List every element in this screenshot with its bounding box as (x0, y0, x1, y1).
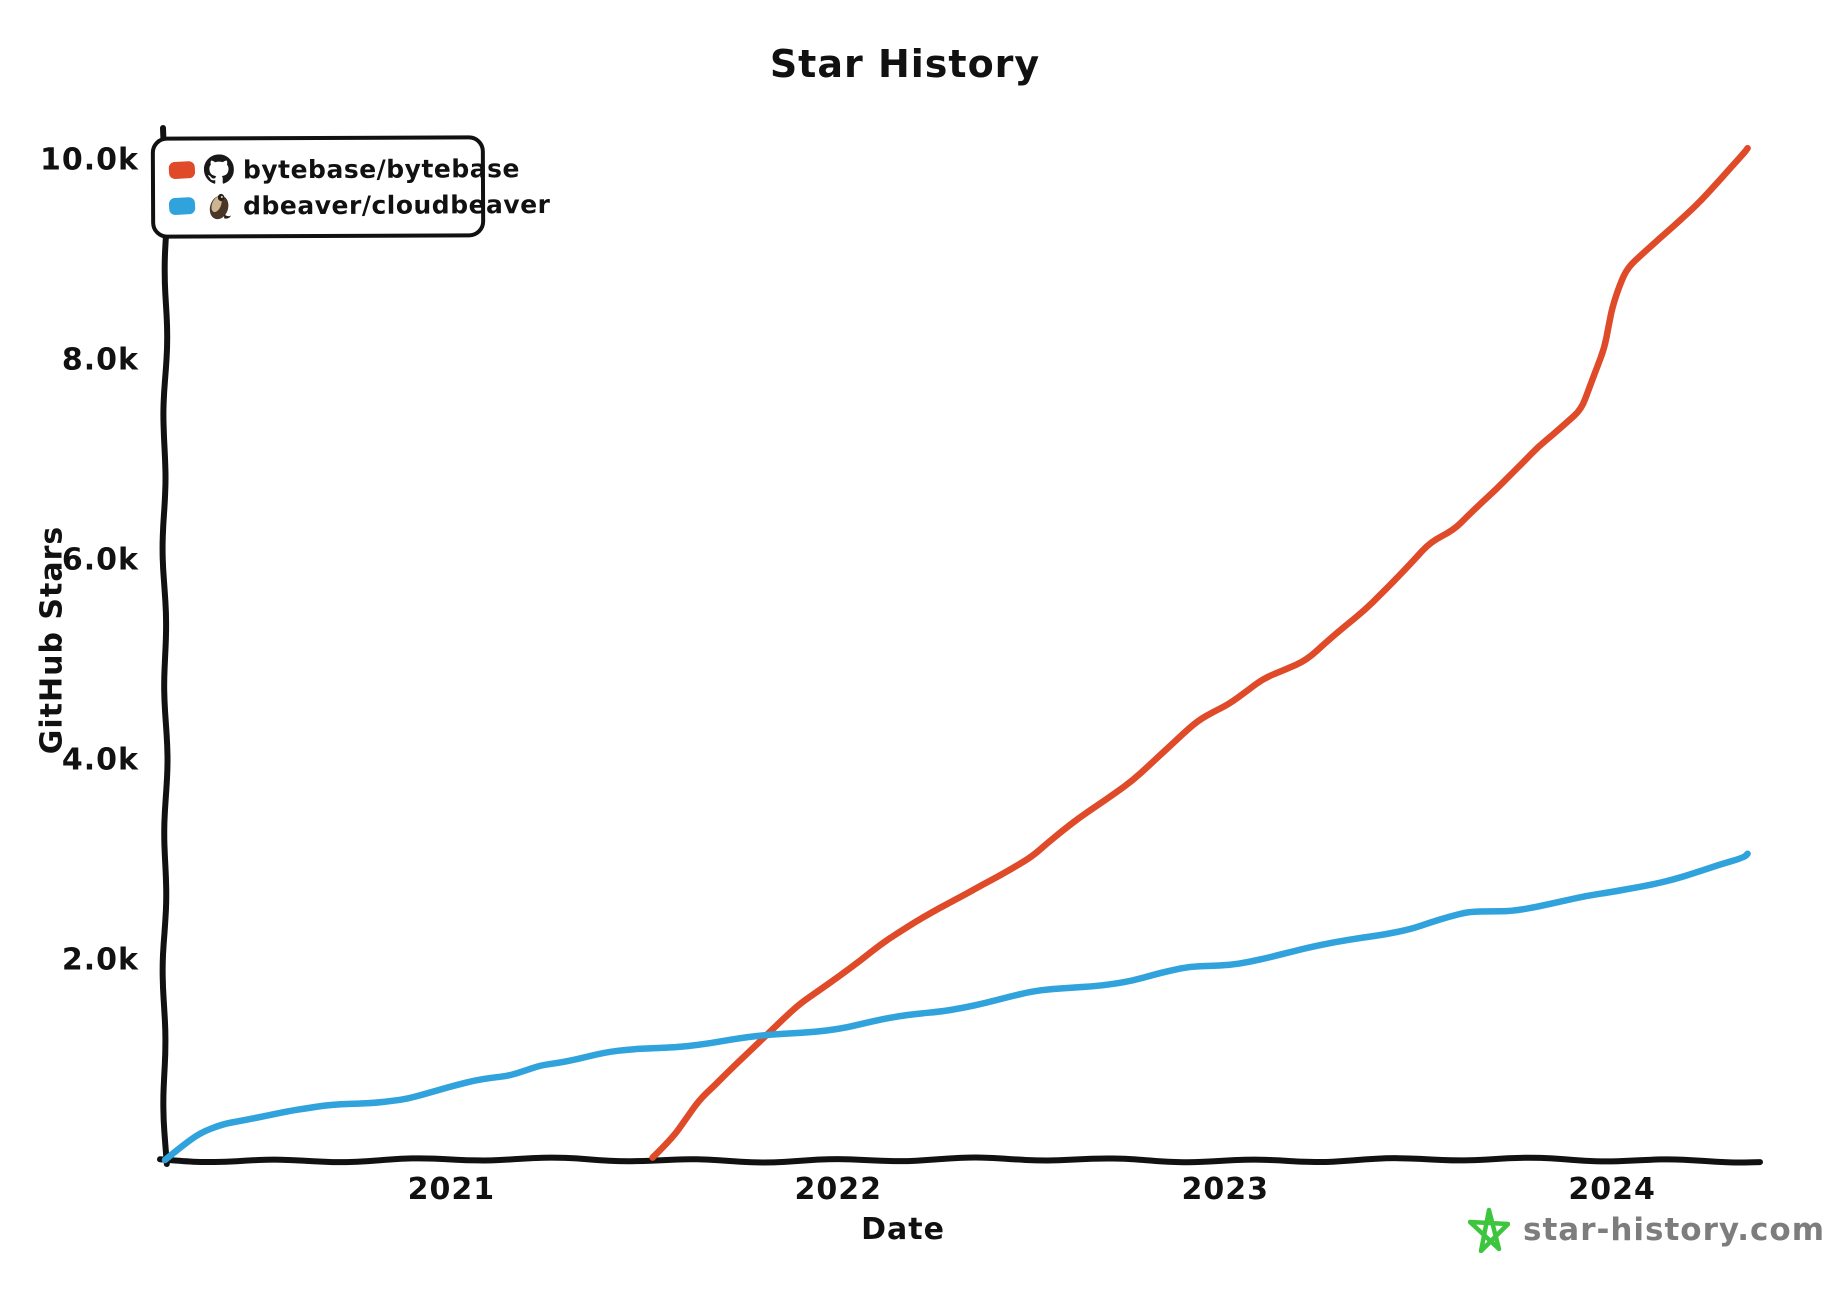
x-tick-label-2021: 2021 (407, 1172, 496, 1207)
y-axis-line (159, 125, 171, 1167)
y-tick-label-4.0k: 4.0k (61, 742, 139, 778)
y-tick-label-6.0k: 6.0k (61, 542, 139, 578)
green-star-icon (1468, 1207, 1510, 1253)
legend-item-cloudbeaver[interactable]: dbeaver/cloudbeaver (168, 189, 551, 220)
x-axis-line (157, 1154, 1763, 1166)
legend-box: bytebase/bytebase dbeaver/cloudbeaver (150, 135, 551, 239)
legend-label-cloudbeaver: dbeaver/cloudbeaver (243, 189, 551, 220)
x-tick-label-2022: 2022 (794, 1172, 883, 1207)
chart-title: Star History (769, 42, 1041, 86)
y-tick-label-10.0k: 10.0k (40, 142, 139, 178)
y-tick-label-8.0k: 8.0k (61, 342, 139, 378)
x-tick-label-2023: 2023 (1181, 1172, 1269, 1207)
cloudbeaver-color-swatch (168, 196, 196, 215)
y-tick-label-2.0k: 2.0k (61, 942, 139, 978)
bytebase-color-swatch (168, 160, 196, 179)
series-line-cloudbeaver (161, 850, 1751, 1164)
watermark-link[interactable]: star-history.com (1523, 1212, 1826, 1248)
x-tick-label-2024: 2024 (1568, 1172, 1656, 1207)
watermark: star-history.com (1468, 1207, 1825, 1253)
beaver-avatar-icon (204, 190, 234, 220)
x-axis-title: Date (861, 1212, 945, 1247)
series-line-bytebase (649, 144, 1751, 1161)
legend-label-bytebase: bytebase/bytebase (242, 153, 521, 184)
legend-item-bytebase[interactable]: bytebase/bytebase (168, 153, 520, 184)
github-octocat-avatar-icon (203, 154, 234, 184)
